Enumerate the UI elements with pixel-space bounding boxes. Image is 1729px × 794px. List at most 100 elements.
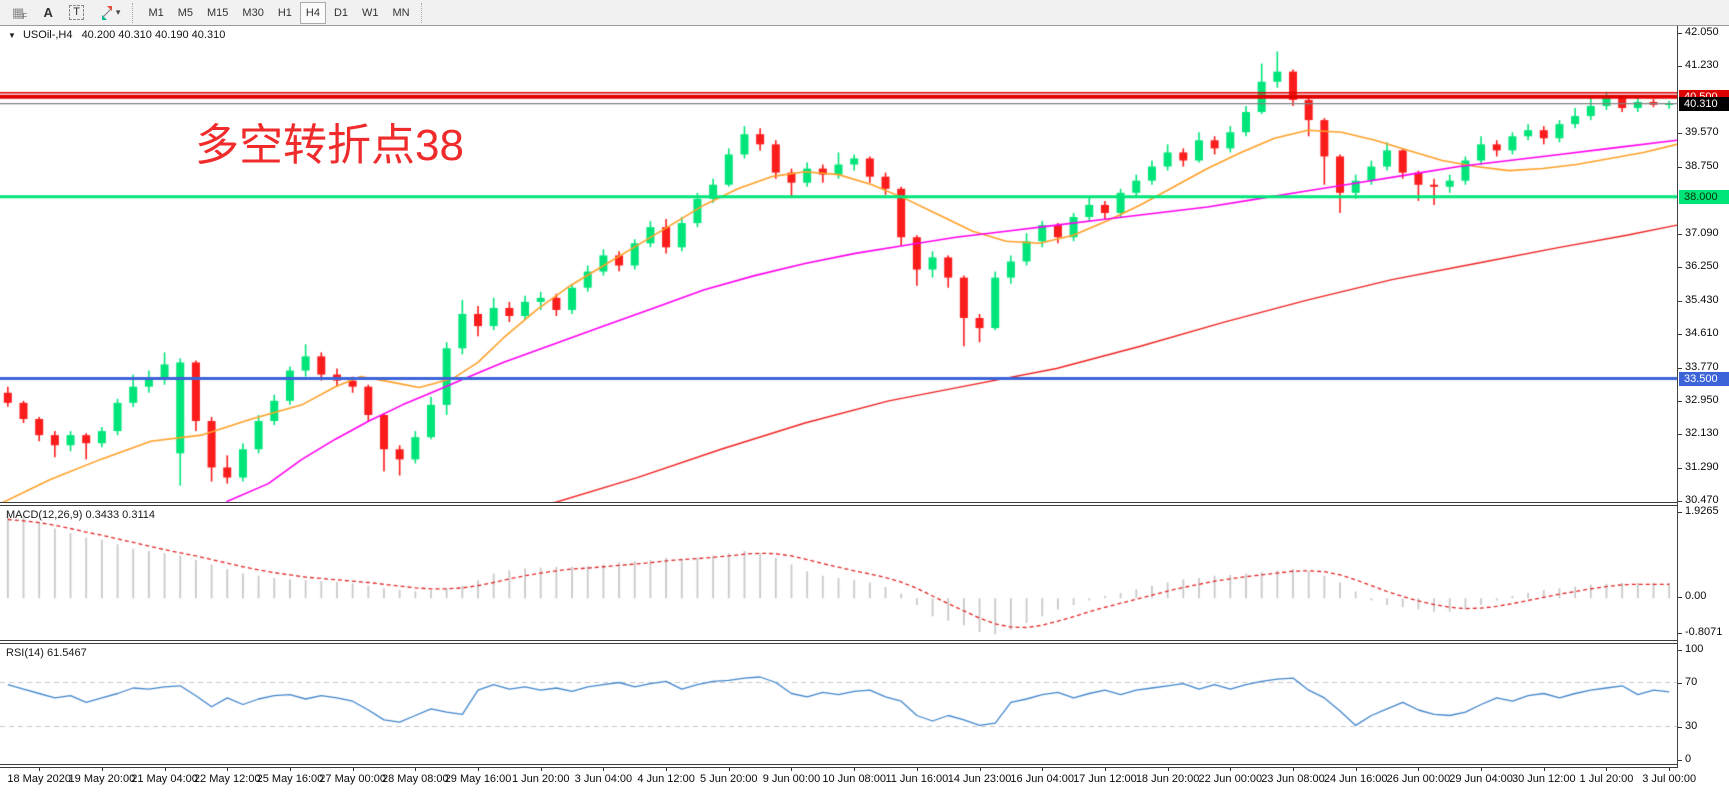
time-axis-label: 1 Jul 20:00 [1579,773,1634,785]
time-tick-mark [1418,768,1420,771]
time-tick-mark [1543,768,1545,771]
time-tick-mark [979,768,981,771]
time-tick-mark [1042,768,1044,771]
collapse-triangle-icon[interactable]: ▼ [8,31,16,40]
time-tick-mark [39,768,41,771]
panel-divider[interactable] [0,502,1729,506]
time-tick-mark [791,768,793,771]
price-axis-label: 33.770 [1685,361,1719,373]
timeframe-button-H4[interactable]: H4 [299,1,326,24]
time-tick-mark [728,768,730,771]
axis-tick-mark [1678,650,1682,651]
macd-panel-canvas[interactable] [0,506,1677,641]
font-tool-button[interactable]: A [36,2,60,24]
indicators-grid-button[interactable]: ▦ F [5,2,34,24]
price-badge-33.500: 33.500 [1679,372,1729,386]
time-axis[interactable]: 18 May 2020 19 May 20:00 21 May 04:00 22 Ma… [0,768,1729,794]
toolbar-separator [420,2,426,23]
timeframe-button-D1[interactable]: D1 [328,2,354,24]
time-tick-mark [1606,768,1608,771]
time-tick-mark [854,768,856,771]
time-tick-mark [666,768,668,771]
axis-tick-mark [1678,33,1682,34]
macd-indicator-label: MACD(12,26,9) 0.3433 0.3114 [6,509,155,521]
time-tick-mark [478,768,480,771]
dropdown-caret-icon: ▾ [115,7,121,17]
timeframe-button-M1[interactable]: M1 [142,2,169,24]
axis-tick-mark [1678,727,1682,728]
time-tick-mark [227,768,229,771]
time-axis-label: 18 May 2020 [7,773,71,785]
timeframe-button-M5[interactable]: M5 [172,2,199,24]
time-tick-mark [540,768,542,771]
axis-tick-mark [1678,234,1682,235]
time-axis-label: 4 Jun 12:00 [637,773,695,785]
axis-tick-mark [1678,401,1682,402]
axis-tick-mark [1678,434,1682,435]
axis-tick-mark [1678,368,1682,369]
time-axis-label: 26 Jun 00:00 [1386,773,1451,785]
axis-tick-mark [1678,512,1682,513]
price-axis-label: 42.050 [1685,26,1719,38]
time-axis-label: 23 Jun 08:00 [1261,773,1325,785]
axis-tick-mark [1678,633,1682,634]
axis-tick-mark [1678,760,1682,761]
time-tick-mark [101,768,103,771]
time-tick-mark [1293,768,1294,771]
toolbar: ▦ F A T ▾ M1 M5 M15 M30 H1 H4 D1 W1 MN [0,0,1729,26]
main-chart-canvas[interactable] [0,26,1677,503]
panel-divider[interactable] [0,764,1729,768]
time-axis-label: 11 Jun 16:00 [885,773,949,785]
grid-icon: ▦ [12,4,25,20]
price-axis-label: 30.470 [1685,494,1719,506]
time-axis-label: 22 May 12:00 [193,773,261,785]
annotation-text[interactable]: 多空转折点38 [195,121,464,170]
axis-tick-mark [1678,267,1682,268]
time-tick-mark [164,768,166,771]
time-axis-label: 28 May 08:00 [382,773,449,785]
timeframe-button-M15[interactable]: M15 [201,2,234,24]
price-axis-label: 35.430 [1685,294,1719,306]
chart-title: ▼ USOil-,H4 40.200 40.310 40.190 40.310 [8,29,225,41]
toolbar-separator [132,2,137,23]
axis-tick-mark [1678,167,1682,168]
arrows-tool-button[interactable]: ▾ [93,2,128,24]
timeframe-button-MN[interactable]: MN [387,2,416,24]
price-axis-border [1677,26,1678,768]
panel-divider[interactable] [0,640,1729,644]
rsi-axis-label: 30 [1685,720,1698,732]
time-axis-label: 10 Jun 08:00 [822,773,886,785]
time-axis-label: 29 May 16:00 [444,773,512,785]
axis-tick-mark [1678,133,1682,134]
axis-tick-mark [1678,301,1682,302]
time-tick-mark [1355,768,1357,771]
text-label-tool-button[interactable]: T [62,2,91,24]
timeframe-button-H1[interactable]: H1 [272,2,298,24]
rsi-axis-label: 0 [1685,753,1692,765]
axis-tick-mark [1678,334,1682,335]
price-axis-label: 38.750 [1685,160,1719,172]
time-tick-mark [1669,768,1671,771]
price-axis-label: 39.570 [1685,126,1719,138]
price-axis-label: 34.610 [1685,327,1719,339]
rsi-indicator-label: RSI(14) 61.5467 [6,647,87,659]
macd-axis-label: 1.9265 [1685,505,1719,517]
macd-axis-label: 0.00 [1685,590,1707,602]
timeframe-button-W1[interactable]: W1 [356,2,385,24]
price-axis[interactable]: 42.050 41.230 39.570 38.750 37.090 36.250 35.4… [1678,26,1729,768]
time-axis-label: 18 Jun 20:00 [1135,773,1200,785]
time-tick-mark [916,768,918,771]
price-badge-40.310: 40.310 [1679,97,1729,111]
time-tick-mark [1230,768,1232,771]
time-axis-label: 29 Jun 04:00 [1449,773,1513,785]
timeframe-button-M30[interactable]: M30 [236,2,269,24]
price-axis-label: 37.090 [1685,227,1719,239]
time-axis-label: 30 Jun 12:00 [1511,773,1576,785]
time-axis-label: 3 Jun 04:00 [574,773,633,785]
time-axis-label: 24 Jun 16:00 [1323,773,1388,785]
axis-tick-mark [1678,501,1682,502]
macd-axis-label: -0.8071 [1685,626,1723,638]
rsi-panel-canvas[interactable] [0,644,1677,765]
price-badge-38.000: 38.000 [1679,190,1729,204]
